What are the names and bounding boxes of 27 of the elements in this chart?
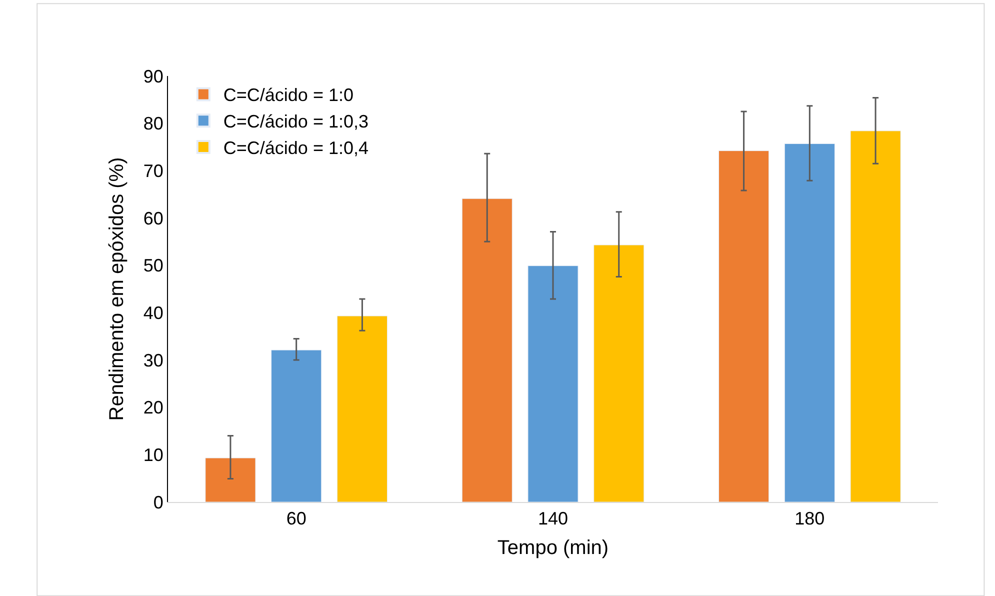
bar <box>594 244 644 502</box>
bar <box>462 198 512 502</box>
y-tick-label: 10 <box>143 444 164 465</box>
bar <box>850 130 901 502</box>
y-tick-label: 40 <box>143 302 164 323</box>
y-tick-label: 70 <box>143 160 164 181</box>
bar <box>205 458 256 502</box>
y-axis-title: Rendimento em epóxidos (%) <box>106 157 128 421</box>
x-tick-label: 180 <box>794 508 825 529</box>
bar <box>336 316 388 502</box>
bar <box>528 266 578 502</box>
bar <box>271 350 322 502</box>
bar <box>718 150 770 502</box>
bar <box>784 143 835 502</box>
x-axis-title: Tempo (min) <box>497 537 609 560</box>
x-tick-label: 60 <box>286 508 306 529</box>
y-tick-label: 30 <box>143 350 164 370</box>
y-tick-label: 80 <box>143 114 164 134</box>
y-tick-label: 60 <box>143 208 164 228</box>
legend-label: C=C/ácido = 1:0 <box>223 85 354 106</box>
y-tick-label: 20 <box>143 398 164 418</box>
y-tick-label: 50 <box>143 256 164 276</box>
legend-label: C=C/ácido = 1:0,3 <box>223 112 368 132</box>
legend-label: C=C/ácido = 1:0,4 <box>223 138 368 158</box>
y-tick-label: 0 <box>153 492 164 512</box>
x-tick-label: 140 <box>538 508 568 529</box>
y-tick-label: 90 <box>143 66 164 86</box>
